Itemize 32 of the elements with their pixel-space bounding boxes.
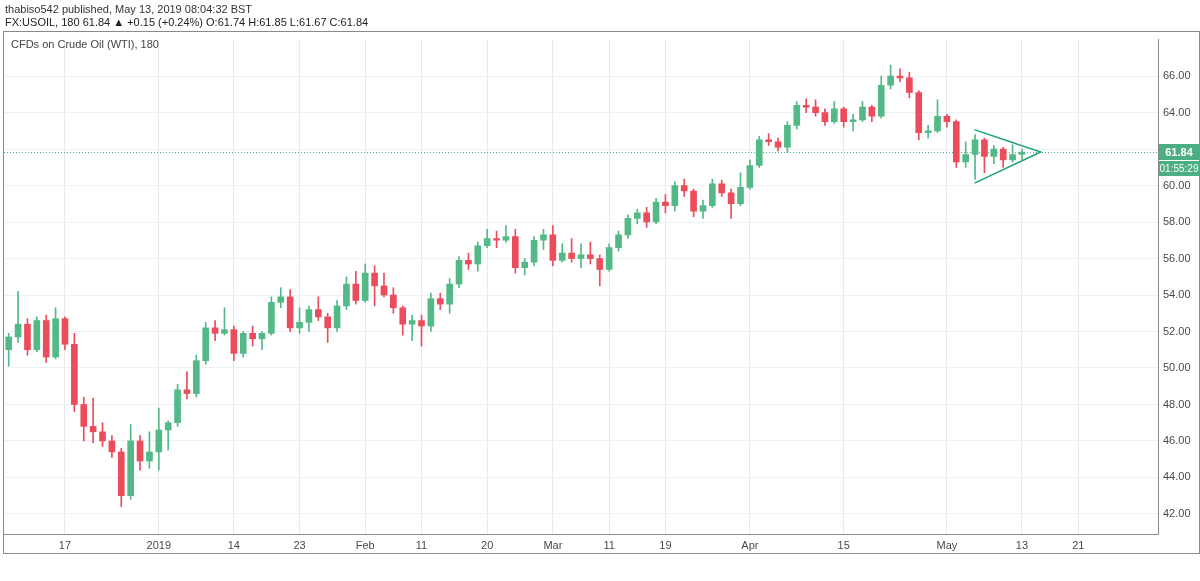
y-tick-label: 44.00 bbox=[1163, 470, 1191, 483]
x-tick-label: Feb bbox=[355, 538, 375, 551]
x-tick-label: 23 bbox=[293, 538, 306, 551]
x-tick-label: 20 bbox=[481, 538, 494, 551]
y-tick-label: 60.00 bbox=[1163, 178, 1191, 191]
x-tick-label: 17 bbox=[58, 538, 72, 551]
x-tick-label: 2019 bbox=[146, 538, 172, 551]
x-tick-label: 15 bbox=[837, 538, 850, 551]
x-tick-label: Mar bbox=[543, 538, 563, 551]
y-tick-label: 64.00 bbox=[1163, 105, 1191, 118]
x-tick-label: May bbox=[936, 538, 958, 551]
y-tick-label: 48.00 bbox=[1163, 397, 1191, 410]
x-tick-label: 21 bbox=[1072, 538, 1085, 551]
x-tick-label: 19 bbox=[659, 538, 672, 551]
y-tick-label: 54.00 bbox=[1163, 288, 1191, 301]
y-tick-label: 58.00 bbox=[1163, 215, 1191, 228]
y-tick-label: 50.00 bbox=[1163, 361, 1191, 374]
text: thabiso542 published, May 13, 2019 08:04:32 BST bbox=[5, 2, 253, 16]
x-tick-label: 11 bbox=[415, 538, 428, 551]
x-tick-label: Apr bbox=[741, 538, 759, 551]
chart-title: CFDs on Crude Oil (WTI), 180 bbox=[11, 37, 159, 51]
y-tick-label: 46.00 bbox=[1163, 433, 1191, 446]
y-tick-label: 66.00 bbox=[1163, 69, 1191, 82]
ref-line-label: 61.84 bbox=[1165, 145, 1194, 158]
y-tick-label: 56.00 bbox=[1163, 251, 1191, 264]
y-tick-label: 42.00 bbox=[1163, 506, 1191, 519]
y-tick-label: 52.00 bbox=[1163, 324, 1191, 337]
text: 01:55:29 bbox=[1159, 162, 1199, 174]
x-tick-label: 11 bbox=[603, 538, 615, 551]
chart-subtitle: FX:USOIL, 180 61.84 ▲ +0.15 (+0.24%) O:61.74 H:61.85 L:61.67 C:61.84 bbox=[5, 15, 369, 29]
x-tick-label: 13 bbox=[1015, 538, 1029, 551]
x-tick-label: 14 bbox=[227, 538, 240, 551]
